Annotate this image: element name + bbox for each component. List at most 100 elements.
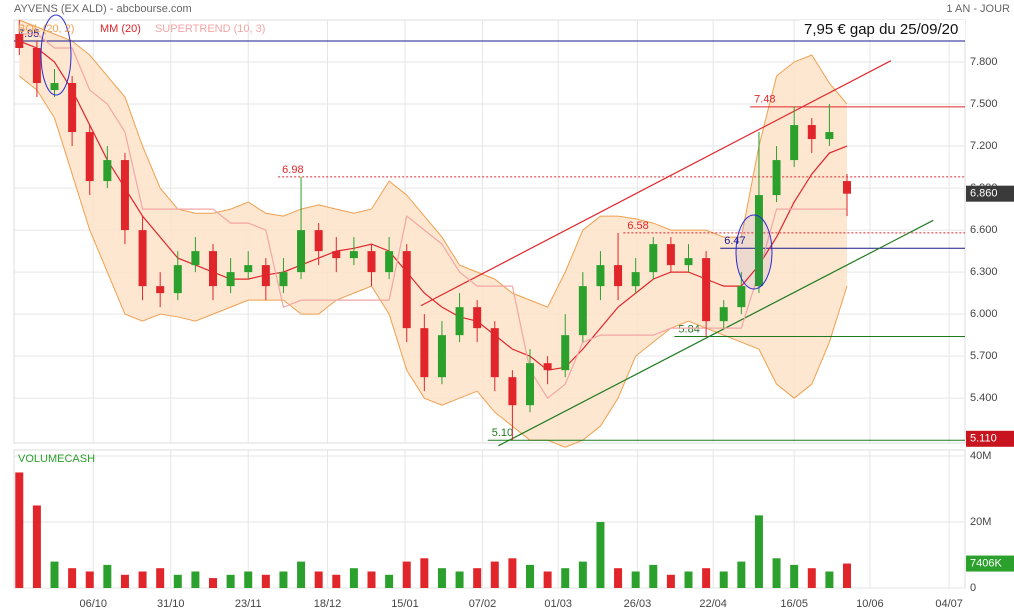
volume-bar xyxy=(68,568,77,588)
volume-bar xyxy=(297,561,306,588)
candle-body xyxy=(226,272,235,287)
volume-bar xyxy=(614,568,623,588)
volume-bar xyxy=(666,574,675,588)
price-panel xyxy=(13,19,966,444)
trendline xyxy=(420,60,892,307)
candle-body xyxy=(843,181,852,194)
candle-body xyxy=(349,251,358,259)
band-line xyxy=(18,75,848,448)
candle-body xyxy=(790,125,799,161)
volume-bar xyxy=(596,521,605,588)
candle-body xyxy=(244,265,253,273)
volume-bar xyxy=(173,574,182,588)
volume-bar xyxy=(244,571,253,588)
x-tick-label: 06/10 xyxy=(79,598,107,610)
x-tick-label: 31/10 xyxy=(157,598,185,610)
legend-item: SUPERTREND (10, 3) xyxy=(155,23,265,35)
volume-bar xyxy=(437,568,446,588)
annotation-bg xyxy=(800,20,965,40)
chart-title: AYVENS (EX ALD) - abcbourse.com xyxy=(14,3,192,15)
volume-bar xyxy=(702,568,711,588)
candle-body xyxy=(314,230,323,252)
volume-bar xyxy=(561,568,570,588)
trendline xyxy=(498,219,934,447)
candle-body xyxy=(138,230,147,287)
candle-body xyxy=(437,335,446,378)
volume-bar xyxy=(120,574,129,588)
x-tick-label: 16/05 xyxy=(780,598,808,610)
volume-bar xyxy=(349,568,358,588)
candle-body xyxy=(50,83,59,91)
volume-bar xyxy=(825,571,834,588)
x-tick-label: 04/07 xyxy=(935,598,963,610)
price-tag-label: 5.110 xyxy=(970,433,997,445)
volume-bar xyxy=(719,571,728,588)
annotation: 7,95 € gap du 25/09/20 xyxy=(804,21,958,38)
y-tick-label: 5.400 xyxy=(970,392,998,404)
y-tick-label: 7.500 xyxy=(970,98,998,110)
y-tick-label: 6.600 xyxy=(970,224,998,236)
candle-body xyxy=(367,251,376,273)
volume-bar xyxy=(737,561,746,588)
y-tick-label: 20M xyxy=(970,516,991,528)
volume-bar xyxy=(209,578,218,588)
candle-body xyxy=(32,48,41,84)
candle-body xyxy=(385,251,394,273)
legend-item: BOL (20, 2) xyxy=(18,23,74,35)
candle-body xyxy=(737,286,746,308)
candle-body xyxy=(508,377,517,406)
price-tag-label: 6.860 xyxy=(970,188,998,200)
candle-body xyxy=(68,83,77,133)
volume-bar xyxy=(790,564,799,588)
candle-body xyxy=(526,363,535,406)
candle-body xyxy=(490,328,499,378)
volume-bar xyxy=(526,564,535,588)
volume-legend: VOLUMECASH xyxy=(18,453,95,465)
x-tick-label: 15/01 xyxy=(391,598,419,610)
volume-tag-label: 7406K xyxy=(970,557,1002,569)
volume-bar xyxy=(402,561,411,588)
y-tick-label: 6.300 xyxy=(970,266,998,278)
volume-bar xyxy=(843,563,852,588)
candle-body xyxy=(279,272,288,287)
candle-body xyxy=(120,160,129,231)
candle-body xyxy=(719,307,728,322)
candle-body xyxy=(754,195,763,287)
candle-body xyxy=(666,244,675,266)
candle-body xyxy=(649,244,658,273)
candle-body xyxy=(473,307,482,329)
volume-bar xyxy=(543,571,552,588)
x-tick-label: 22/04 xyxy=(699,598,727,610)
price-tag xyxy=(966,430,1014,447)
volume-bar xyxy=(684,571,693,588)
highlight-ellipse xyxy=(40,14,72,96)
candle-body xyxy=(297,230,306,273)
volume-bar xyxy=(226,574,235,588)
x-tick-label: 07/02 xyxy=(469,598,497,610)
level-label: 6.58 xyxy=(627,220,648,232)
y-tick-label: 0 xyxy=(970,582,976,594)
volume-bar xyxy=(490,561,499,588)
band-area xyxy=(19,20,848,448)
candle-body xyxy=(561,335,570,371)
candle-body xyxy=(825,132,834,140)
candle-body xyxy=(807,125,816,140)
volume-bar xyxy=(367,571,376,588)
candle-body xyxy=(631,272,640,287)
volume-bar xyxy=(578,561,587,588)
band-line xyxy=(19,19,848,308)
candle-body xyxy=(420,328,429,378)
volume-bar xyxy=(50,561,59,588)
y-tick-label: 7.800 xyxy=(970,56,998,68)
candle-body xyxy=(578,286,587,336)
volume-bar xyxy=(191,571,200,588)
y-tick-label: 7.200 xyxy=(970,140,998,152)
volume-bar xyxy=(508,558,517,588)
volume-bar xyxy=(772,558,781,588)
candle-body xyxy=(702,258,711,322)
candle-body xyxy=(261,265,270,287)
x-tick-label: 01/03 xyxy=(544,598,572,610)
volume-bar xyxy=(15,472,24,588)
period: 1 AN - JOUR xyxy=(946,3,1010,15)
price-tag xyxy=(966,185,1014,202)
